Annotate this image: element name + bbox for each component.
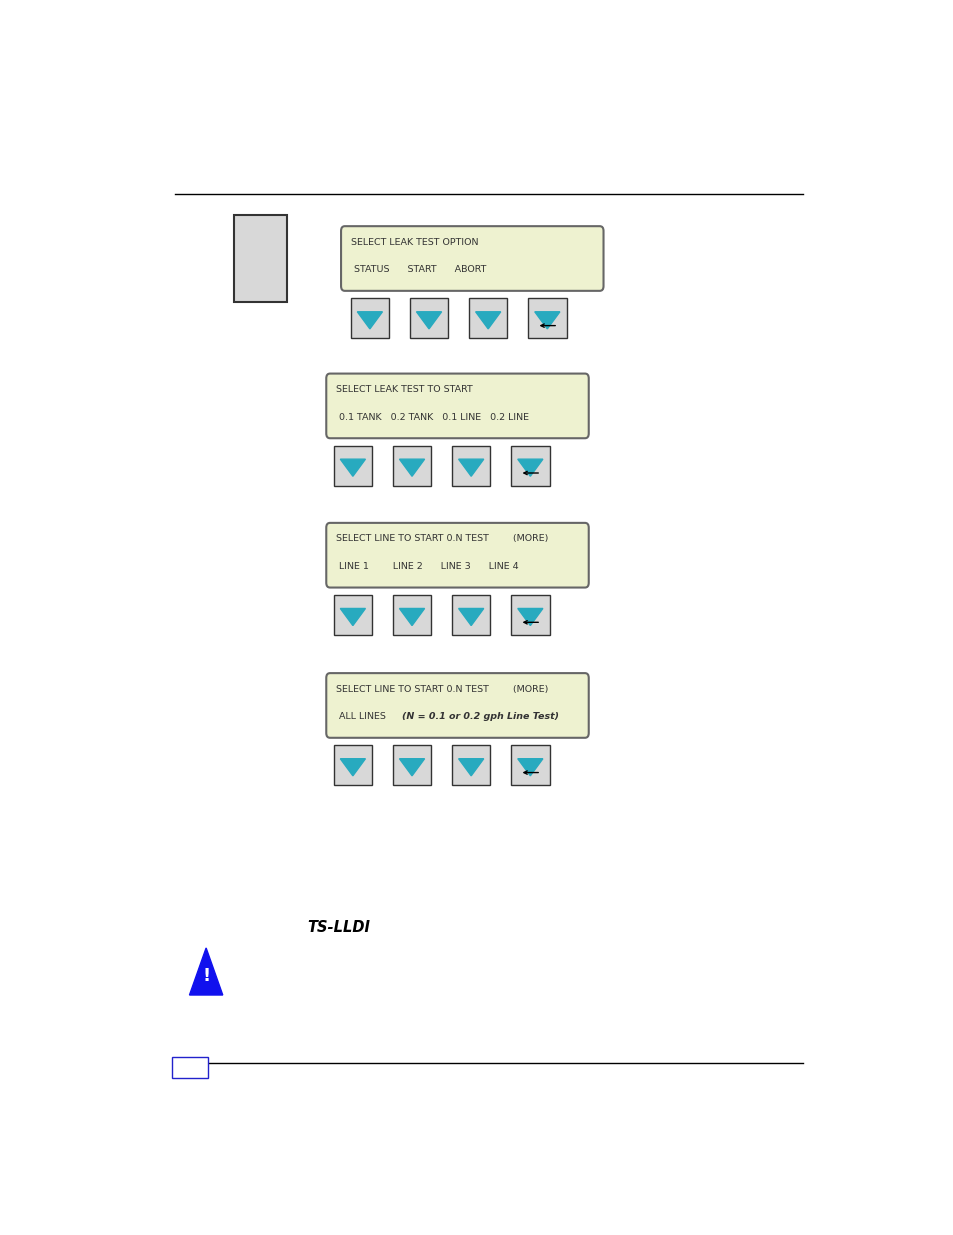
FancyBboxPatch shape — [452, 746, 490, 785]
FancyBboxPatch shape — [469, 299, 507, 338]
FancyBboxPatch shape — [452, 595, 490, 635]
Polygon shape — [340, 609, 365, 626]
FancyBboxPatch shape — [410, 299, 448, 338]
FancyBboxPatch shape — [351, 299, 389, 338]
FancyBboxPatch shape — [511, 746, 549, 785]
Text: STATUS      START      ABORT: STATUS START ABORT — [351, 266, 485, 274]
Polygon shape — [399, 459, 424, 477]
FancyBboxPatch shape — [233, 215, 287, 303]
FancyBboxPatch shape — [452, 446, 490, 485]
FancyBboxPatch shape — [341, 226, 603, 291]
FancyBboxPatch shape — [326, 522, 588, 588]
FancyBboxPatch shape — [393, 746, 431, 785]
Text: TS-LLDI: TS-LLDI — [308, 920, 371, 935]
Text: SELECT LINE TO START 0.N TEST        (MORE): SELECT LINE TO START 0.N TEST (MORE) — [335, 684, 548, 694]
Text: SELECT LEAK TEST OPTION: SELECT LEAK TEST OPTION — [351, 237, 477, 247]
FancyBboxPatch shape — [393, 446, 431, 485]
Text: 0.1 TANK   0.2 TANK   0.1 LINE   0.2 LINE: 0.1 TANK 0.2 TANK 0.1 LINE 0.2 LINE — [335, 412, 528, 421]
Polygon shape — [399, 609, 424, 626]
Polygon shape — [458, 609, 483, 626]
FancyBboxPatch shape — [326, 373, 588, 438]
Polygon shape — [458, 459, 483, 477]
Polygon shape — [517, 459, 542, 477]
Polygon shape — [340, 758, 365, 776]
FancyBboxPatch shape — [172, 1057, 208, 1078]
Polygon shape — [458, 758, 483, 776]
Text: SELECT LINE TO START 0.N TEST        (MORE): SELECT LINE TO START 0.N TEST (MORE) — [335, 535, 548, 543]
Polygon shape — [357, 311, 382, 329]
Polygon shape — [517, 609, 542, 626]
Polygon shape — [416, 311, 441, 329]
Text: !: ! — [202, 967, 210, 984]
FancyBboxPatch shape — [334, 746, 372, 785]
Polygon shape — [517, 758, 542, 776]
FancyBboxPatch shape — [511, 595, 549, 635]
FancyBboxPatch shape — [393, 595, 431, 635]
Text: LINE 1        LINE 2      LINE 3      LINE 4: LINE 1 LINE 2 LINE 3 LINE 4 — [335, 562, 518, 571]
Polygon shape — [190, 948, 222, 995]
FancyBboxPatch shape — [326, 673, 588, 737]
Polygon shape — [399, 758, 424, 776]
FancyBboxPatch shape — [334, 446, 372, 485]
Polygon shape — [476, 311, 500, 329]
FancyBboxPatch shape — [528, 299, 566, 338]
Polygon shape — [535, 311, 559, 329]
Text: ALL LINES: ALL LINES — [335, 713, 392, 721]
FancyBboxPatch shape — [334, 595, 372, 635]
Text: (N = 0.1 or 0.2 gph Line Test): (N = 0.1 or 0.2 gph Line Test) — [402, 713, 558, 721]
Polygon shape — [340, 459, 365, 477]
FancyBboxPatch shape — [511, 446, 549, 485]
Text: SELECT LEAK TEST TO START: SELECT LEAK TEST TO START — [335, 385, 472, 394]
